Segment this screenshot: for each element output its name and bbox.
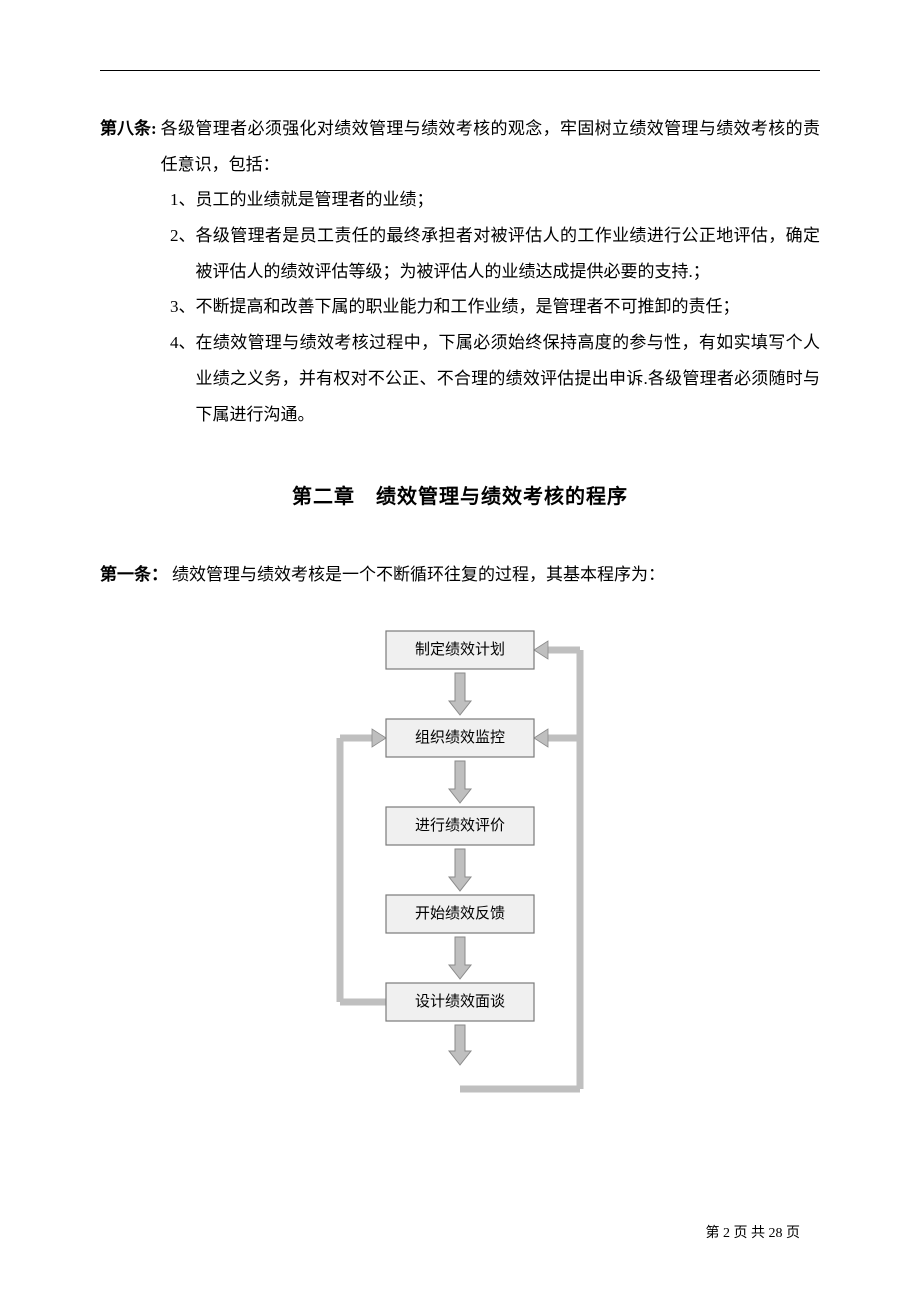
article-1: 第一条： 绩效管理与绩效考核是一个不断循环往复的过程，其基本程序为： [100, 557, 820, 593]
article-8-list: 1、 员工的业绩就是管理者的业绩； 2、 各级管理者是员工责任的最终承担者对被评… [170, 182, 820, 432]
item-number: 2、 [170, 218, 196, 254]
article-8: 第八条: 各级管理者必须强化对绩效管理与绩效考核的观念，牢固树立绩效管理与绩效考… [100, 111, 820, 432]
article-8-intro: 各级管理者必须强化对绩效管理与绩效考核的观念，牢固树立绩效管理与绩效考核的责任意… [157, 111, 820, 182]
list-item: 4、 在绩效管理与绩效考核过程中，下属必须始终保持高度的参与性，有如实填写个人业… [170, 325, 820, 432]
list-item: 2、 各级管理者是员工责任的最终承担者对被评估人的工作业绩进行公正地评估，确定被… [170, 218, 820, 289]
list-item: 3、 不断提高和改善下属的职业能力和工作业绩，是管理者不可推卸的责任； [170, 289, 820, 325]
article-8-label: 第八条: [100, 111, 157, 147]
item-text: 员工的业绩就是管理者的业绩； [196, 182, 821, 218]
item-number: 4、 [170, 325, 196, 361]
chapter-2-title: 第二章 绩效管理与绩效考核的程序 [100, 480, 820, 509]
item-text: 各级管理者是员工责任的最终承担者对被评估人的工作业绩进行公正地评估，确定被评估人… [196, 218, 821, 289]
svg-text:组织绩效监控: 组织绩效监控 [415, 729, 505, 746]
document-page: 第八条: 各级管理者必须强化对绩效管理与绩效考核的观念，牢固树立绩效管理与绩效考… [0, 0, 920, 1302]
svg-text:进行绩效评价: 进行绩效评价 [415, 817, 505, 834]
flowchart: 制定绩效计划组织绩效监控进行绩效评价开始绩效反馈设计绩效面谈 [220, 621, 700, 1101]
article-1-label: 第一条： [100, 557, 168, 593]
flowchart-svg: 制定绩效计划组织绩效监控进行绩效评价开始绩效反馈设计绩效面谈 [220, 621, 700, 1101]
svg-text:设计绩效面谈: 设计绩效面谈 [415, 993, 505, 1010]
item-number: 3、 [170, 289, 196, 325]
svg-text:制定绩效计划: 制定绩效计划 [415, 641, 505, 658]
page-footer: 第 2 页 共 28 页 [706, 1222, 801, 1242]
list-item: 1、 员工的业绩就是管理者的业绩； [170, 182, 820, 218]
svg-text:开始绩效反馈: 开始绩效反馈 [415, 905, 505, 922]
article-1-text: 绩效管理与绩效考核是一个不断循环往复的过程，其基本程序为： [168, 557, 820, 593]
top-divider [100, 70, 820, 71]
item-text: 不断提高和改善下属的职业能力和工作业绩，是管理者不可推卸的责任； [196, 289, 821, 325]
item-number: 1、 [170, 182, 196, 218]
item-text: 在绩效管理与绩效考核过程中，下属必须始终保持高度的参与性，有如实填写个人业绩之义… [196, 325, 821, 432]
